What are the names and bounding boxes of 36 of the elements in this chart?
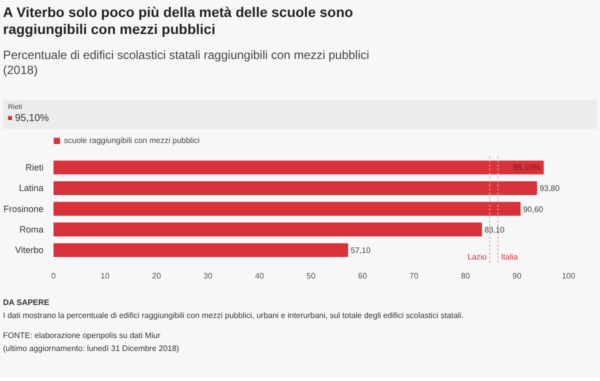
- x-tick-label: 80: [461, 272, 470, 280]
- ref-line-label: Italia: [500, 252, 518, 262]
- x-tick-label: 60: [358, 272, 368, 280]
- data-label: 95,10%: [513, 162, 540, 172]
- y-tick-label: Rieti: [25, 162, 44, 172]
- x-tick-label: 20: [152, 272, 162, 280]
- chart-subtitle: Percentuale di edifici scolastici statali raggiungibili con mezzi pubblici (2018): [3, 48, 370, 78]
- bar: [54, 181, 538, 196]
- y-tick-label: Viterbo: [15, 245, 44, 256]
- y-tick-label: Frosinone: [3, 204, 44, 214]
- chart-title: A Viterbo solo poco più della metà delle scuole sono raggiungibili con mezzi pubblici: [3, 4, 354, 38]
- text: 95,10%: [14, 112, 50, 125]
- text: (ultimo aggiornamento: lunedì 31 Dicembre 2018): [3, 344, 180, 354]
- data-label: 93,80: [540, 184, 560, 194]
- bar: [54, 243, 348, 258]
- x-tick-label: 30: [204, 272, 213, 280]
- ref-line-label: Lazio: [468, 252, 488, 262]
- source-note: FONTE: elaborazione openpolis su dati Miur: [3, 331, 162, 341]
- bar: [54, 160, 544, 174]
- x-tick-label: 10: [100, 272, 110, 280]
- bar: [54, 222, 482, 236]
- x-tick-label: 50: [306, 272, 316, 280]
- x-tick-label: 70: [410, 272, 419, 280]
- x-tick-label: 90: [512, 272, 522, 280]
- data-label: 90,60: [523, 204, 544, 214]
- x-tick-label: 100: [562, 272, 576, 280]
- y-tick-label: Latina: [18, 183, 44, 194]
- text: DA SAPERE: [3, 298, 50, 308]
- x-tick-label: 0: [51, 272, 56, 280]
- data-label: 83,10: [484, 225, 506, 234]
- y-tick-label: Roma: [19, 224, 44, 234]
- data-label: 57,10: [350, 246, 372, 256]
- bar: [54, 202, 521, 216]
- x-tick-label: 40: [255, 272, 264, 280]
- text: I dati mostrano la percentuale di edifici raggiungibili con mezzi pubblici, urbani e interurbani, sul totale degli edifici scolastici statali.: [3, 311, 465, 321]
- legend-label: scuole raggiungibili con mezzi pubblici: [64, 136, 200, 145]
